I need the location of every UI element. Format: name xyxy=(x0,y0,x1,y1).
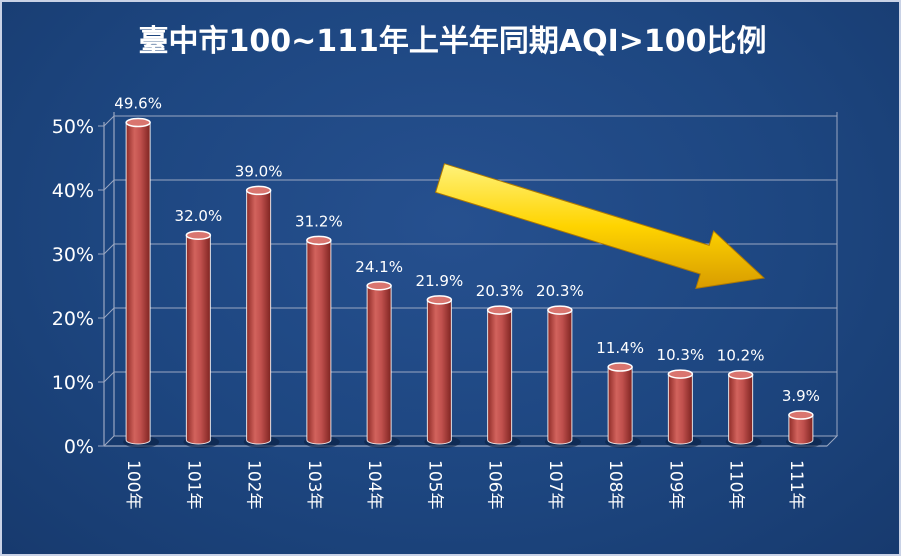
data-label: 20.3% xyxy=(476,282,524,300)
bar-top xyxy=(426,295,453,305)
y-tick-label: 40% xyxy=(52,180,94,202)
data-label: 21.9% xyxy=(416,272,464,290)
bar-top xyxy=(306,235,332,246)
bar xyxy=(364,281,401,448)
bar-top xyxy=(486,305,513,315)
bar-top xyxy=(788,410,814,420)
bar xyxy=(303,235,340,448)
x-tick-label: 109年 xyxy=(665,460,685,509)
data-label: 49.6% xyxy=(114,95,162,113)
bar-body xyxy=(728,374,754,445)
y-tick-label: 0% xyxy=(64,436,94,458)
bar-body xyxy=(185,234,211,445)
gridline-side xyxy=(103,115,115,127)
bar-body xyxy=(366,285,392,445)
bar-body xyxy=(667,373,693,445)
bar-top xyxy=(125,117,151,128)
y-tick-label: 30% xyxy=(52,244,94,266)
y-tick-label: 50% xyxy=(52,116,94,138)
x-tick-label: 104年 xyxy=(364,460,384,509)
data-label: 24.1% xyxy=(355,258,403,276)
x-tick-label: 111年 xyxy=(786,460,806,509)
data-label: 10.3% xyxy=(657,346,705,364)
bar xyxy=(665,369,702,448)
data-label: 39.0% xyxy=(235,162,283,180)
bar-top xyxy=(607,362,633,372)
bar-top xyxy=(245,185,272,196)
bar-body xyxy=(607,366,633,445)
x-tick-label: 102年 xyxy=(244,460,264,509)
x-tick-label: 110年 xyxy=(726,460,746,509)
data-label: 11.4% xyxy=(596,339,644,357)
x-tick-label: 100年 xyxy=(123,460,143,509)
bar xyxy=(544,305,581,448)
bar-body xyxy=(246,189,272,445)
x-tick-label: 108年 xyxy=(605,460,625,509)
bar xyxy=(605,362,642,448)
trend-arrow-icon xyxy=(434,163,766,290)
bar xyxy=(243,185,280,448)
bar-body xyxy=(487,309,513,445)
bar xyxy=(484,305,521,448)
y-tick-label: 20% xyxy=(52,308,94,330)
bar xyxy=(785,410,822,448)
data-label: 31.2% xyxy=(295,212,343,230)
x-tick-label: 106年 xyxy=(485,460,505,509)
data-label: 10.2% xyxy=(717,347,765,365)
bar-body xyxy=(426,299,452,445)
bar-top xyxy=(547,305,573,315)
bar-body xyxy=(306,239,332,445)
gridline-side xyxy=(103,371,115,383)
x-tick-label: 105年 xyxy=(424,460,444,509)
bar-body xyxy=(547,309,573,445)
x-tick-label: 103年 xyxy=(304,460,324,509)
bar-top xyxy=(366,281,392,291)
bar-top xyxy=(185,230,212,240)
gridline-side xyxy=(103,179,115,191)
bar xyxy=(183,230,220,448)
x-tick-label: 107年 xyxy=(545,460,565,509)
bar-top xyxy=(727,369,754,380)
data-label: 32.0% xyxy=(175,207,223,225)
bar xyxy=(424,295,461,448)
bar-body xyxy=(788,414,814,445)
data-label: 20.3% xyxy=(536,282,584,300)
bar-body xyxy=(125,122,151,445)
x-tick-label: 101年 xyxy=(183,460,203,509)
data-label: 3.9% xyxy=(782,387,820,405)
bar xyxy=(123,117,160,448)
bar xyxy=(725,369,762,448)
bar-top xyxy=(667,369,694,379)
chart-title: 臺中市100~111年上半年同期AQI>100比例 xyxy=(138,24,767,59)
y-tick-label: 10% xyxy=(52,372,94,394)
gridline-side xyxy=(103,307,115,319)
gridline-side xyxy=(103,243,115,255)
